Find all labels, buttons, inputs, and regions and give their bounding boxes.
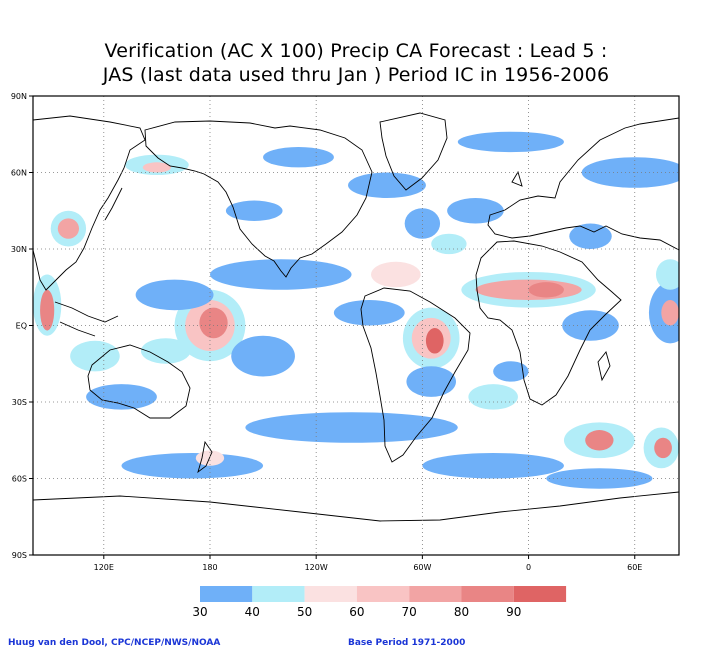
coastline-madagascar [597,351,611,382]
coastline-antarctica [33,491,679,522]
legend-label: 40 [245,605,260,619]
correlation-patch-19 [245,412,458,443]
correlation-patch-15 [231,335,295,377]
legend-swatch [409,586,462,602]
correlation-patch-27 [546,468,653,489]
coastlines [33,112,679,522]
legend-label: 70 [402,605,417,619]
legend-swatch [304,586,357,602]
lat-label: 30N [11,245,27,254]
coastline-new-zealand [197,440,213,474]
correlation-patch-47 [406,366,456,397]
legend-label: 80 [454,605,469,619]
coastline-asia [33,115,146,291]
correlation-patch-2 [199,307,228,339]
coastline-africa [475,240,622,406]
correlation-patch-26 [422,453,564,479]
correlation-patch-40 [655,259,679,290]
correlation-patch-18 [371,261,421,288]
lat-label: 30S [12,398,27,407]
credit-base-period: Base Period 1971-2000 [348,638,466,648]
legend-label: 90 [506,605,521,619]
correlation-patch-12 [57,218,80,239]
gridlines [33,96,679,555]
correlation-patch-17 [333,300,405,326]
correlation-patch-42 [468,384,518,410]
correlation-patch-34 [447,198,504,224]
legend-swatch [252,586,305,602]
coastline-south-america [360,287,471,463]
coastline-europe [487,117,679,251]
legend-swatch [200,586,253,602]
credit-author: Huug van den Dool, CPC/NCEP/NWS/NOAA [8,638,221,648]
title-line-2: JAS (last data used thru Jan ) Period IC… [102,64,610,86]
lat-label: 60S [12,475,27,484]
correlation-patch-43 [493,361,529,382]
legend-swatch [356,586,410,602]
legend-label: 30 [192,605,207,619]
correlation-patch-10 [40,289,55,331]
color-legend: 30 40 50 60 70 80 90 [192,586,567,619]
lon-label: 120E [94,563,114,572]
lon-label: 120W [305,563,328,572]
correlation-patch-44 [86,384,157,410]
correlation-patch-16 [140,338,191,364]
latitude-labels: 90N 60N 30N EQ 30S 60S 90S [11,92,33,560]
correlation-patch-45 [70,340,120,372]
correlation-patch-36 [431,233,467,255]
coastline-greenland [379,112,448,191]
coastline-uk [511,170,523,187]
correlation-patch-46 [225,200,283,221]
correlation-patch-33 [457,131,564,153]
title-line-1: Verification (AC X 100) Precip CA Foreca… [104,40,608,62]
lat-label: 90S [12,551,27,560]
correlation-patch-32 [581,157,679,188]
legend-label: 50 [297,605,312,619]
coastline-indonesia [54,301,119,337]
lat-label: 60N [11,169,27,178]
lon-label: 0 [526,563,531,572]
lon-label: 60E [627,563,642,572]
correlation-patch-39 [661,300,679,326]
correlation-patch-13 [209,259,352,290]
correlation-patch-5 [425,328,444,354]
legend-swatch [461,586,514,602]
correlation-patch-14 [135,279,214,311]
legend-label: 60 [349,605,364,619]
correlation-patch-41 [562,310,619,341]
coastline-australia [87,344,191,419]
coastline-japan [104,187,123,221]
lat-label: EQ [16,322,27,331]
lon-label: 180 [202,563,217,572]
correlation-patches [33,131,679,489]
coastline-north-america [144,120,373,278]
correlation-patch-21 [585,430,614,451]
correlation-patch-30 [142,162,172,173]
correlation-patch-8 [528,282,564,298]
correlation-patch-23 [654,437,672,459]
correlation-patch-31 [263,147,334,168]
lat-label: 90N [11,92,27,101]
legend-swatch [513,586,567,602]
lon-label: 60W [413,563,431,572]
correlation-patch-28 [348,172,426,198]
longitude-labels: 120E 180 120W 60W 0 60E [94,555,642,572]
correlation-patch-24 [121,453,264,479]
correlation-patch-35 [404,208,441,239]
correlation-patch-37 [569,223,612,249]
